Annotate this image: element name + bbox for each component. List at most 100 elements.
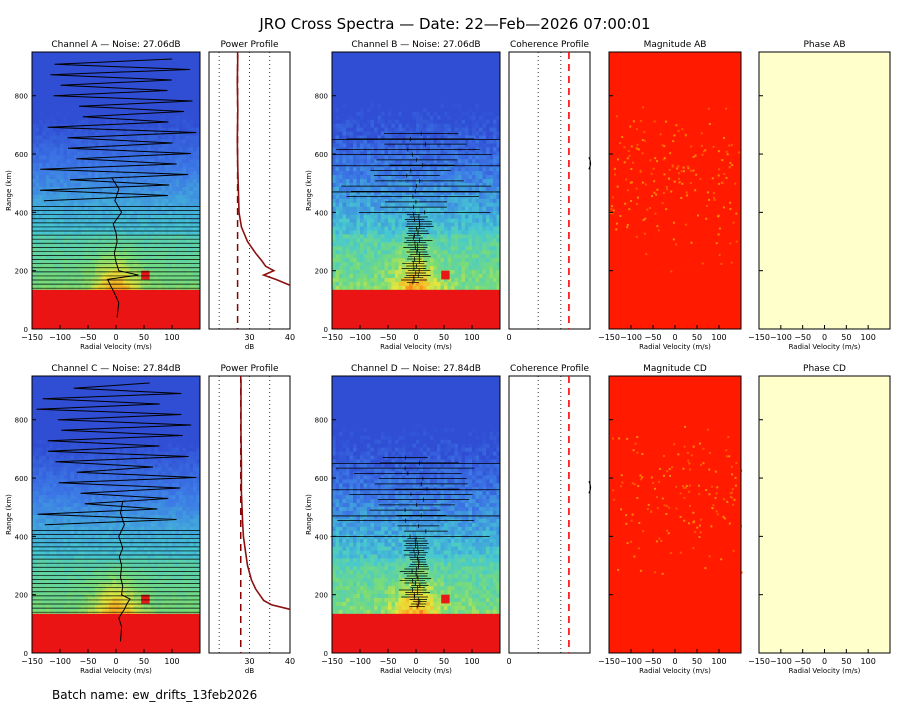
x-tick-label: −50 xyxy=(380,333,397,342)
x-axis-label: dB xyxy=(245,343,254,351)
panel-title: Phase AB xyxy=(803,40,845,50)
x-tick-label: −150 xyxy=(321,657,343,666)
x-tick-label: −100 xyxy=(49,333,71,342)
phase-heatmap xyxy=(759,376,890,653)
coherence-trace xyxy=(588,480,592,494)
x-tick-label: 40 xyxy=(285,333,295,342)
y-tick-label: 400 xyxy=(315,209,328,217)
batch-name: Batch name: ew_drifts_13feb2026 xyxy=(52,688,257,702)
y-tick-label: 0 xyxy=(324,326,328,334)
x-tick-label: −100 xyxy=(770,333,792,342)
power-profile-line xyxy=(240,378,291,611)
x-axis-label: Radial Velocity (m/s) xyxy=(80,343,152,351)
doppler-errorbars xyxy=(330,455,500,609)
echo-spot xyxy=(441,270,450,280)
noise-trace xyxy=(39,58,197,202)
x-tick-label: −100 xyxy=(620,333,642,342)
power-profile-line xyxy=(236,54,291,287)
x-tick-label: −150 xyxy=(598,657,620,666)
x-tick-label: −150 xyxy=(21,333,43,342)
y-tick-label: 600 xyxy=(315,151,328,159)
x-tick-label: −150 xyxy=(748,657,770,666)
x-tick-label: −100 xyxy=(349,657,371,666)
x-tick-label: 0 xyxy=(822,333,827,342)
drift-line xyxy=(106,177,139,318)
panel-spec_b: Channel B — Noise: 27.06dB −150 −100 −50 0 50… xyxy=(305,40,501,351)
panel-coh_ab: Coherence Profile 0 xyxy=(506,40,592,342)
y-tick-label: 200 xyxy=(15,592,28,600)
x-tick-label: −150 xyxy=(321,333,343,342)
y-tick-label: 400 xyxy=(315,533,328,541)
x-axis-label: Radial Velocity (m/s) xyxy=(80,667,152,675)
echo-spot xyxy=(141,270,150,280)
plot-frame xyxy=(208,375,291,654)
panel-coh_cd: Coherence Profile 0 xyxy=(506,364,592,666)
panel-title: Coherence Profile xyxy=(510,364,590,374)
y-tick-label: 200 xyxy=(315,268,328,276)
noise-trace xyxy=(36,382,197,526)
x-tick-label: 100 xyxy=(464,333,479,342)
x-tick-label: 50 xyxy=(841,333,851,342)
panel-title: Channel A — Noise: 27.06dB xyxy=(51,40,180,50)
x-tick-label: 0 xyxy=(113,657,118,666)
x-axis-label: Radial Velocity (m/s) xyxy=(789,667,861,675)
x-tick-label: 40 xyxy=(285,657,295,666)
x-tick-label: −50 xyxy=(645,657,662,666)
panel-spec_d: Channel D — Noise: 27.84dB −150 −100 −50 0 50… xyxy=(305,364,501,675)
panel-title: Channel C — Noise: 27.84dB xyxy=(51,364,180,374)
y-axis-label: Range (km) xyxy=(305,494,313,535)
panel-title: Phase CD xyxy=(803,364,846,374)
panel-title: Channel B — Noise: 27.06dB xyxy=(351,40,480,50)
y-axis-label: Range (km) xyxy=(5,170,13,211)
panel-pow_a: Power Profile 30 40 dB xyxy=(208,40,295,351)
x-tick-label: 100 xyxy=(711,657,726,666)
x-axis-label: Radial Velocity (m/s) xyxy=(789,343,861,351)
x-tick-label: 0 xyxy=(672,657,677,666)
y-tick-label: 200 xyxy=(315,592,328,600)
x-tick-label: 50 xyxy=(841,657,851,666)
y-axis-label: Range (km) xyxy=(305,170,313,211)
x-tick-label: 100 xyxy=(164,657,179,666)
y-tick-label: 800 xyxy=(315,417,328,425)
x-axis-label: Radial Velocity (m/s) xyxy=(380,343,452,351)
x-tick-label: −50 xyxy=(794,657,811,666)
x-tick-label: 50 xyxy=(439,657,449,666)
panel-title: Power Profile xyxy=(220,364,279,374)
x-tick-label: 100 xyxy=(164,333,179,342)
doppler-errorbars xyxy=(332,131,500,285)
magnitude-heatmap xyxy=(609,376,741,653)
panel-title: Magnitude CD xyxy=(643,364,707,374)
plot-frame xyxy=(208,51,291,330)
x-tick-label: 50 xyxy=(692,333,702,342)
y-axis-label: Range (km) xyxy=(5,494,13,535)
x-tick-label: 100 xyxy=(861,333,876,342)
echo-spot xyxy=(441,594,450,604)
phase-heatmap xyxy=(759,52,890,329)
x-tick-label: 0 xyxy=(113,333,118,342)
x-tick-label: 100 xyxy=(861,657,876,666)
range-gate-lines xyxy=(32,206,200,289)
panel-title: Channel D — Noise: 27.84dB xyxy=(351,364,481,374)
x-tick-label: −50 xyxy=(794,333,811,342)
x-axis-label: Radial Velocity (m/s) xyxy=(639,343,711,351)
magnitude-speckle xyxy=(609,106,741,273)
x-tick-label: 0 xyxy=(506,333,511,342)
y-tick-label: 600 xyxy=(315,475,328,483)
y-tick-label: 800 xyxy=(15,93,28,101)
x-axis-label: Radial Velocity (m/s) xyxy=(639,667,711,675)
x-tick-label: 100 xyxy=(711,333,726,342)
y-tick-label: 0 xyxy=(24,326,28,334)
x-tick-label: 50 xyxy=(139,333,149,342)
x-tick-label: −50 xyxy=(80,657,97,666)
x-tick-label: 0 xyxy=(413,657,418,666)
x-tick-label: −50 xyxy=(80,333,97,342)
panel-pow_c: Power Profile 30 40 dB xyxy=(208,364,295,675)
x-tick-label: −50 xyxy=(645,333,662,342)
magnitude-heatmap xyxy=(609,52,741,329)
x-axis-label: Radial Velocity (m/s) xyxy=(380,667,452,675)
